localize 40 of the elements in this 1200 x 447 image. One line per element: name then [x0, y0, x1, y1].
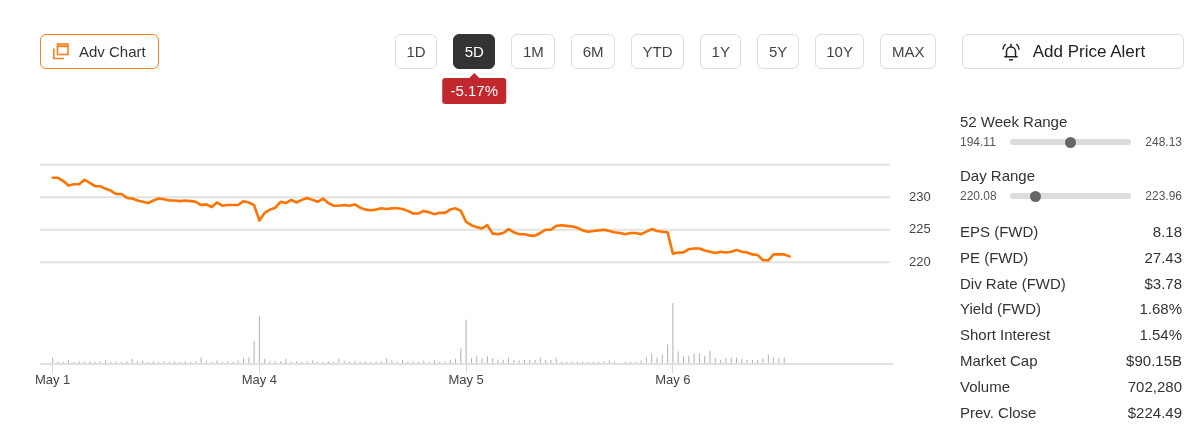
text: Short Interest: [960, 325, 1051, 346]
text: Market Cap: [960, 351, 1038, 371]
text: Day Range: [960, 167, 1036, 184]
y-tick-label: 230: [909, 188, 931, 204]
text: 52 Week Range: [960, 113, 1068, 130]
text: Volume: [960, 376, 1011, 397]
text: Prev. Close: [960, 402, 1037, 423]
button: 1M: [511, 34, 556, 69]
button: MAX: [880, 34, 936, 69]
x-tick-label: May 5: [448, 372, 484, 388]
text: 220.08: [960, 189, 997, 203]
button: Add Price Alert: [962, 34, 1184, 69]
text: 1.54%: [1139, 325, 1182, 346]
x-tick-label: May 1: [34, 372, 71, 388]
button: 1D: [395, 34, 438, 69]
y-tick-label: 220: [909, 253, 931, 269]
button: Adv Chart: [40, 34, 159, 69]
button: 5D: [453, 34, 496, 69]
text: PE (FWD): [960, 247, 1029, 268]
text: $224.49: [1127, 402, 1182, 423]
text: 27.43: [1144, 247, 1182, 268]
text: $3.78: [1144, 273, 1182, 294]
text: 223.96: [1145, 189, 1182, 203]
text: 702,280: [1127, 376, 1182, 397]
text: $90.15B: [1126, 351, 1182, 371]
x-tick-label: May 4: [241, 372, 278, 388]
text: 8.18: [1152, 222, 1182, 242]
button: 5Y: [757, 34, 799, 69]
button: YTD: [631, 34, 685, 69]
text: Yield (FWD): [960, 299, 1042, 320]
button: 10Y: [814, 34, 865, 69]
button: 1Y: [700, 34, 742, 69]
text: 194.11: [960, 135, 996, 149]
text: 248.13: [1145, 135, 1182, 149]
text: 1.68%: [1139, 299, 1182, 320]
button: 6M: [571, 34, 616, 69]
text: Div Rate (FWD): [960, 273, 1066, 294]
y-tick-label: 225: [909, 221, 931, 237]
text: EPS (FWD): [960, 222, 1039, 242]
x-tick-label: May 6: [655, 372, 691, 388]
